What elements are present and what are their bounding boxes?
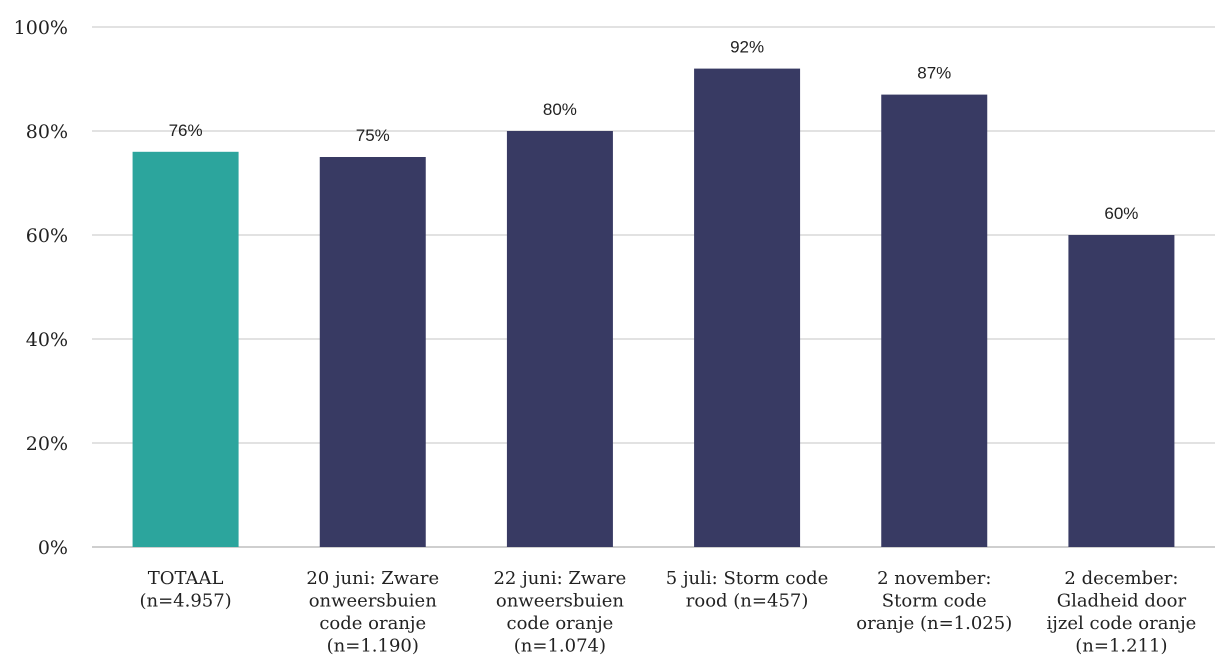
category-label: TOTAAL (n=4.957) (139, 568, 231, 612)
y-tick-label: 100% (14, 17, 68, 39)
category-label-line: Storm code (882, 591, 987, 612)
category-label-line: 2 december: (1064, 568, 1178, 589)
category-label-line: (n=4.957) (139, 591, 231, 612)
y-tick-label: 20% (26, 433, 68, 455)
bar (1068, 235, 1174, 547)
y-tick-label: 40% (26, 329, 68, 351)
category-label: 2 november: Storm code oranje (n=1.025) (856, 568, 1012, 634)
category-label-line: 20 juni: Zware (306, 568, 439, 589)
y-tick-label: 80% (26, 121, 68, 143)
category-label: 20 juni: Zware onweersbuien code oranje (n=… (306, 568, 439, 657)
category-label-line: (n=1.190) (327, 636, 419, 657)
category-label-line: onweersbuien (309, 591, 438, 612)
gridlines (92, 27, 1215, 547)
category-label-line: ijzel code oranje (1047, 613, 1197, 634)
data-label: 60% (1104, 204, 1138, 223)
bar (881, 95, 987, 547)
category-label-line: code oranje (319, 613, 426, 634)
y-tick-label: 0% (38, 537, 68, 559)
data-label: 75% (356, 126, 390, 145)
category-label: 5 juli: Storm code rood (n=457) (666, 568, 829, 612)
data-label: 92% (730, 38, 764, 57)
category-label-line: oranje (n=1.025) (856, 613, 1012, 634)
category-label-line: 2 november: (877, 568, 991, 589)
category-label-line: TOTAAL (148, 568, 224, 589)
category-label-line: code oranje (507, 613, 614, 634)
category-label-line: 22 juni: Zware (493, 568, 626, 589)
category-label: 2 december: Gladheid door ijzel code oranj… (1047, 568, 1197, 657)
bar (133, 152, 239, 547)
category-label: 22 juni: Zware onweersbuien code oranje (n=… (493, 568, 626, 657)
data-labels: 76% 75% 80% 92% 87% 60% (169, 38, 1139, 223)
bar (694, 69, 800, 547)
category-label-line: (n=1.211) (1075, 636, 1167, 657)
y-axis-ticks: 0% 20% 40% 60% 80% 100% (14, 17, 68, 559)
category-label-line: rood (n=457) (686, 591, 809, 612)
data-label: 87% (917, 64, 951, 83)
data-label: 76% (169, 121, 203, 140)
bars (133, 69, 1175, 547)
category-labels: TOTAAL (n=4.957)20 juni: Zware onweersbuie… (139, 568, 1196, 657)
bar (507, 131, 613, 547)
category-label-line: onweersbuien (496, 591, 625, 612)
category-label-line: (n=1.074) (514, 636, 606, 657)
category-label-line: 5 juli: Storm code (666, 568, 829, 589)
data-label: 80% (543, 100, 577, 119)
category-label-line: Gladheid door (1057, 591, 1187, 612)
y-tick-label: 60% (26, 225, 68, 247)
bar (320, 157, 426, 547)
